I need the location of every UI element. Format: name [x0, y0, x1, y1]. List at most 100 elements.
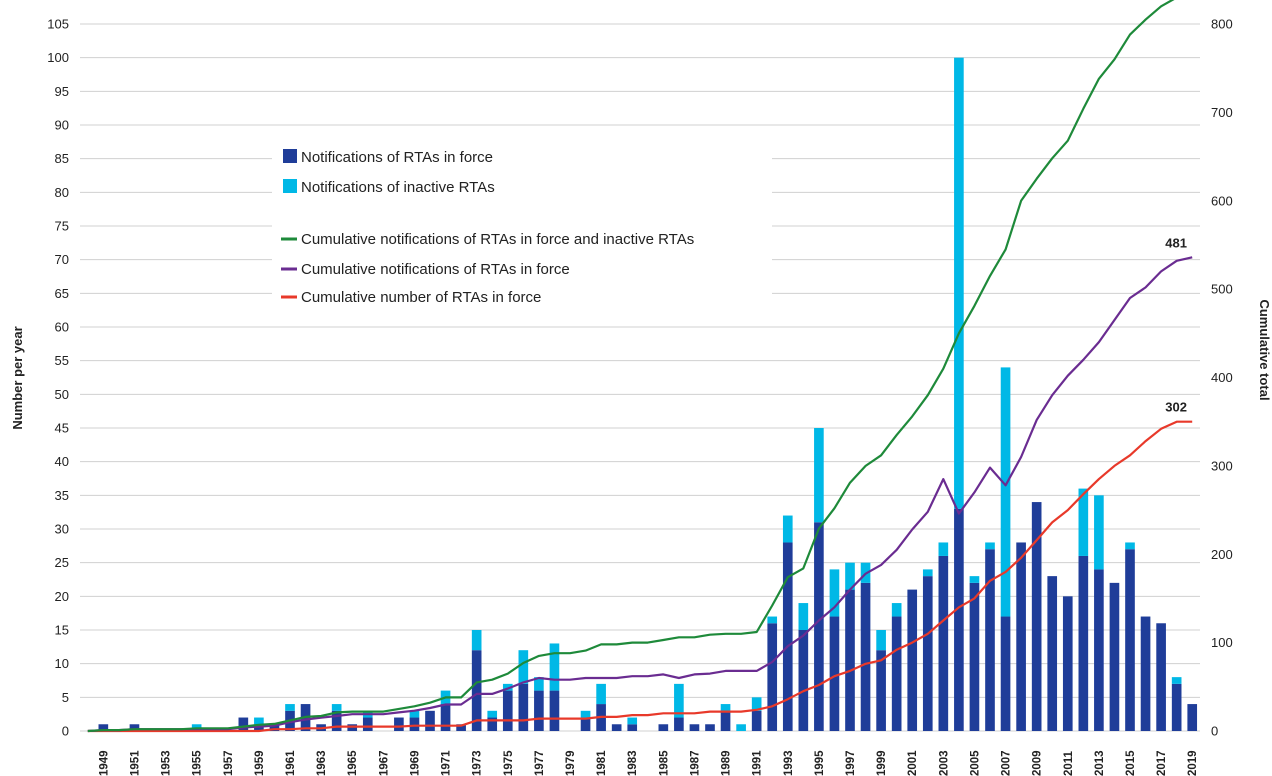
- bar-in-force: [845, 589, 855, 731]
- left-axis-ticks: 0 5 10 15 20 25 30 35 40 45 50 55 60 65 70 75 80 85 90 95 10…: [47, 17, 69, 739]
- x-tick-label: 1989: [721, 750, 733, 776]
- bar-in-force: [860, 582, 871, 731]
- x-tick-label: 1955: [192, 750, 204, 776]
- y-right-tick-label: 100: [1211, 635, 1233, 650]
- y-left-tick-label: 10: [55, 656, 69, 671]
- y-left-tick-label: 80: [55, 185, 69, 200]
- bar-in-force: [658, 724, 669, 731]
- bar-inactive: [829, 569, 840, 617]
- line-cumulative-number: [87, 420, 1193, 733]
- bar-in-force: [1000, 616, 1011, 731]
- bar-in-force: [1109, 582, 1120, 731]
- bar-inactive: [891, 603, 902, 617]
- y-left-tick-label: 65: [55, 286, 69, 301]
- x-tick-label: 1951: [129, 750, 141, 776]
- x-tick-label: 2015: [1125, 750, 1137, 776]
- bar-inactive: [674, 683, 684, 718]
- bar-in-force: [969, 582, 980, 731]
- bar-in-force: [829, 616, 840, 731]
- bar-in-force: [487, 717, 498, 731]
- cumulative-lines: [87, 0, 1193, 733]
- bar-in-force: [1094, 569, 1104, 731]
- y-left-tick-label: 100: [47, 50, 69, 65]
- x-tick-label: 2007: [1001, 750, 1013, 776]
- bar-in-force: [269, 724, 280, 731]
- y-left-title: Number per year: [10, 326, 25, 429]
- y-right-tick-label: 800: [1211, 17, 1233, 32]
- y-right-tick-label: 700: [1211, 105, 1233, 120]
- y-left-tick-label: 105: [47, 17, 69, 32]
- bar-in-force: [627, 724, 638, 731]
- x-tick-label: 1971: [441, 750, 453, 776]
- bar-in-force: [238, 717, 249, 731]
- bar-inactive: [782, 515, 793, 543]
- x-tick-label: 1983: [627, 750, 639, 776]
- bar-in-force: [1125, 549, 1135, 731]
- bar-inactive: [814, 428, 824, 523]
- y-left-tick-label: 55: [55, 353, 69, 368]
- bar-in-force: [362, 717, 373, 731]
- line-cumulative-in-force: [87, 256, 1193, 733]
- bar-inactive: [1171, 677, 1182, 684]
- line-cumulative-total: [87, 0, 1175, 733]
- y-left-tick-label: 60: [55, 320, 69, 335]
- x-tick-label: 1957: [223, 750, 235, 776]
- bar-inactive: [487, 710, 498, 718]
- x-axis-ticks: 1949 1951 1953 1955 1957 1959 1961 1963 1965 1967…: [98, 750, 1199, 776]
- x-tick-label: 1987: [689, 750, 701, 776]
- x-tick-label: 1995: [814, 750, 826, 776]
- x-tick-label: 1961: [285, 750, 297, 776]
- bar-in-force: [1031, 502, 1042, 731]
- y-left-tick-label: 35: [55, 488, 69, 503]
- bar-inactive: [922, 569, 933, 577]
- bar-inactive: [409, 710, 420, 718]
- bar-inactive: [938, 542, 949, 556]
- bar-in-force: [876, 650, 886, 731]
- bar-inactive: [954, 57, 964, 509]
- y-left-tick-label: 85: [55, 151, 69, 166]
- x-tick-label: 2017: [1156, 750, 1168, 776]
- bar-in-force: [129, 724, 140, 731]
- bar-in-force: [938, 555, 949, 731]
- y-right-tick-label: 200: [1211, 547, 1233, 562]
- bar-inactive: [1094, 495, 1104, 570]
- end-label: 481: [1165, 235, 1187, 250]
- y-left-tick-label: 70: [55, 252, 69, 267]
- bar-in-force: [907, 589, 918, 731]
- x-tick-label: 1997: [845, 750, 857, 776]
- bar-inactive: [580, 710, 591, 718]
- legend-swatch-in-force: [283, 149, 297, 163]
- x-tick-label: 2009: [1032, 750, 1044, 776]
- y-left-tick-label: 45: [55, 421, 69, 436]
- bar-in-force: [922, 576, 933, 731]
- legend-swatch-inactive: [283, 179, 297, 193]
- bar-in-force: [1187, 704, 1198, 731]
- y-right-tick-label: 0: [1211, 724, 1218, 739]
- x-tick-label: 1991: [752, 750, 764, 776]
- x-tick-label: 1969: [409, 750, 421, 776]
- bar-in-force: [891, 616, 902, 731]
- y-right-tick-label: 500: [1211, 282, 1233, 297]
- x-tick-label: 1993: [783, 750, 795, 776]
- legend-label-cumulative-total: Cumulative notifications of RTAs in forc…: [301, 231, 694, 248]
- x-tick-label: 1977: [534, 750, 546, 776]
- y-right-tick-label: 400: [1211, 370, 1233, 385]
- bar-in-force: [502, 690, 513, 731]
- bar-in-force: [409, 717, 420, 731]
- x-tick-label: 2001: [907, 750, 919, 776]
- bar-in-force: [1078, 555, 1089, 731]
- right-axis-ticks: 0 100 200 300 400 500 600 700 800: [1211, 17, 1233, 739]
- x-tick-label: 1949: [98, 750, 110, 776]
- y-left-tick-label: 75: [55, 219, 69, 234]
- bar-in-force: [456, 724, 466, 731]
- bar-inactive: [254, 717, 264, 725]
- x-tick-label: 1979: [565, 750, 577, 776]
- bar-in-force: [425, 710, 435, 731]
- x-tick-label: 1959: [254, 750, 266, 776]
- bar-inactive: [876, 630, 886, 651]
- bar-in-force: [518, 683, 529, 731]
- y-left-tick-label: 50: [55, 387, 69, 402]
- bar-in-force: [782, 542, 793, 731]
- bar-in-force: [689, 724, 700, 731]
- bar-in-force: [1156, 623, 1166, 731]
